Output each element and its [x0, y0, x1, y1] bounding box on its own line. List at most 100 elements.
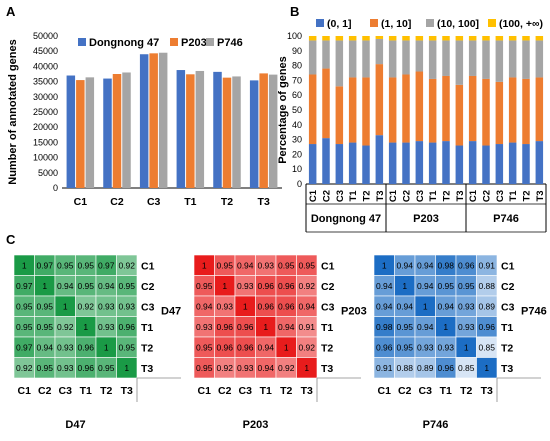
heatmap-value: 0.93 [257, 260, 274, 270]
b-bar-segment [322, 68, 330, 139]
b-bar-segment [535, 77, 544, 142]
heatmap-col-label: T3 [301, 385, 313, 397]
heatmap-row-label: C3 [501, 301, 515, 313]
b-bar-segment [508, 77, 517, 143]
b-bar-segment [388, 36, 397, 41]
b-bar-segment [522, 78, 530, 145]
heatmap-value: 1 [263, 322, 268, 332]
heatmap-value: 0.88 [396, 363, 413, 373]
heatmap-value: 0.91 [478, 260, 495, 270]
heatmap-value: 0.96 [257, 301, 274, 311]
heatmap-col-label: T3 [121, 385, 133, 397]
heatmap-col-label: T2 [460, 385, 472, 397]
b-bar-segment [468, 40, 477, 76]
heatmap-value: 0.92 [57, 322, 74, 332]
heatmap-row-label: C1 [501, 260, 515, 272]
b-bar-segment [428, 78, 437, 143]
heatmap-value: 0.85 [478, 342, 495, 352]
heatmap-value: 0.89 [417, 363, 434, 373]
a-bar [232, 76, 241, 188]
heatmap-value: 0.97 [16, 281, 33, 291]
b-bar-segment [322, 40, 330, 69]
b-bar-segment [308, 74, 317, 145]
heatmap-value: 0.92 [278, 363, 295, 373]
heatmap-side-title: P203 [341, 306, 367, 318]
b-group-label: P203 [413, 213, 439, 225]
heatmap-value: 0.95 [36, 363, 53, 373]
a-bar [158, 52, 168, 188]
a-y-axis-title: Number of annotated genes [7, 39, 19, 184]
heatmap-value: 0.94 [417, 322, 434, 332]
a-bar [85, 77, 95, 188]
b-ytick-label: 20 [292, 149, 302, 159]
a-xtick-label: T1 [184, 196, 196, 208]
heatmap-value: 0.95 [216, 260, 233, 270]
heatmap-value: 0.95 [196, 363, 213, 373]
heatmap-value: 1 [284, 342, 289, 352]
heatmap-value: 1 [382, 260, 387, 270]
heatmap-value: 1 [42, 281, 47, 291]
heatmap-value: 0.96 [77, 363, 94, 373]
b-bar-segment [362, 145, 370, 184]
heatmap-value: 0.96 [257, 281, 274, 291]
a-bar [176, 70, 186, 188]
heatmap-value: 0.95 [77, 281, 94, 291]
b-ytick-label: 60 [292, 90, 302, 100]
heatmap-row-label: T1 [321, 322, 333, 334]
heatmap-value: 0.85 [458, 363, 475, 373]
heatmap-value: 0.94 [278, 322, 295, 332]
heatmap-row-label: T1 [141, 322, 153, 334]
heatmap-value: 0.98 [376, 322, 393, 332]
b-bar-segment [402, 40, 410, 75]
b-xtick-label: T2 [522, 190, 533, 201]
b-bar-segment [428, 142, 437, 184]
heatmap-value: 1 [104, 342, 109, 352]
heatmap-value: 0.94 [36, 342, 53, 352]
b-bar-segment [535, 40, 544, 78]
a-bar [66, 75, 76, 188]
a-legend-swatch [170, 38, 178, 46]
heatmap-value: 1 [63, 301, 68, 311]
heatmap-row-label: T2 [141, 342, 153, 354]
b-bar-segment [468, 75, 477, 142]
a-bar [259, 73, 268, 188]
heatmap-side-title: P746 [521, 306, 547, 318]
b-xtick-label: T1 [428, 190, 439, 202]
b-bar-segment [495, 144, 504, 184]
a-xtick-label: T2 [221, 196, 233, 208]
heatmap-value: 0.93 [98, 322, 115, 332]
heatmap-value: 0.96 [77, 342, 94, 352]
b-xtick-label: T1 [348, 190, 359, 202]
heatmap-value: 0.94 [257, 363, 274, 373]
b-xtick-label: C3 [335, 190, 346, 202]
heatmap-row-label: C3 [141, 301, 155, 313]
b-xtick-label: C3 [415, 190, 426, 202]
heatmap-value: 0.95 [118, 281, 135, 291]
a-xtick-label: C1 [74, 196, 88, 208]
b-xtick-label: T3 [375, 190, 386, 201]
a-xtick-label: T3 [258, 196, 270, 208]
b-bar-segment [468, 36, 477, 41]
b-xtick-label: C1 [468, 189, 479, 202]
b-bar-segment [348, 77, 357, 143]
a-bar [213, 71, 222, 188]
panel-label-c: C [6, 232, 16, 247]
b-bar-segment [428, 40, 437, 79]
b-bar-segment [495, 40, 504, 82]
a-bar [103, 78, 112, 188]
heatmap-value: 0.94 [257, 342, 274, 352]
heatmap-col-label: T2 [280, 385, 292, 397]
heatmap-value: 0.94 [298, 301, 315, 311]
heatmap-value: 0.94 [417, 281, 434, 291]
a-bar [112, 74, 122, 188]
a-ytick-label: 25000 [33, 107, 58, 117]
heatmap-value: 0.94 [396, 301, 413, 311]
heatmap-value: 0.92 [118, 260, 135, 270]
b-bar-segment [482, 40, 490, 79]
heatmap-col-label: T1 [80, 385, 92, 397]
a-xtick-label: C3 [147, 196, 161, 208]
b-bar-segment [508, 36, 517, 41]
heatmap-cell [296, 357, 318, 379]
b-legend-label: (10, 100] [437, 18, 479, 30]
